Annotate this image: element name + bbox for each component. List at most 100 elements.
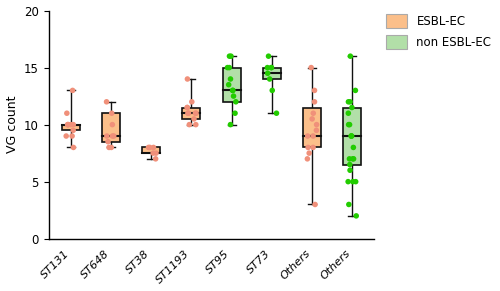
Point (225, 65, 233, 70)
Point (64, 122, 72, 127)
Point (144, 145, 152, 150)
Point (344, 100, 352, 104)
Point (310, 111, 318, 116)
Point (272, 111, 280, 116)
Point (104, 139, 112, 144)
Bar (182, 107, 200, 119)
Point (224, 82, 232, 87)
Point (184, 111, 192, 116)
Point (309, 134, 317, 138)
Point (108, 111, 116, 116)
Point (344, 122, 352, 127)
Bar (102, 113, 120, 142)
Point (231, 111, 239, 116)
Point (226, 122, 234, 127)
Point (264, 65, 272, 70)
Point (346, 54, 354, 58)
Point (349, 157, 357, 161)
Point (227, 54, 235, 58)
Point (226, 54, 234, 58)
Y-axis label: VG count: VG count (6, 96, 18, 153)
Point (68, 134, 76, 138)
Point (192, 111, 200, 116)
Point (348, 134, 356, 138)
Point (190, 117, 198, 121)
Point (347, 134, 355, 138)
Point (108, 134, 116, 138)
Point (108, 145, 116, 150)
Point (64, 122, 72, 127)
Point (63, 111, 71, 116)
Point (68, 88, 76, 93)
Point (108, 122, 116, 127)
Point (264, 54, 272, 58)
Point (268, 88, 276, 93)
Point (348, 105, 356, 110)
Point (232, 100, 240, 104)
Point (152, 151, 160, 155)
Legend: ESBL-EC, non ESBL-EC: ESBL-EC, non ESBL-EC (384, 12, 494, 51)
Point (67, 122, 75, 127)
Point (64, 122, 72, 127)
Point (346, 168, 354, 173)
Bar (303, 107, 321, 148)
Point (62, 134, 70, 138)
Point (264, 71, 272, 76)
Point (352, 88, 360, 93)
Point (348, 134, 356, 138)
Bar (343, 107, 361, 164)
Bar (222, 68, 240, 102)
Point (110, 134, 118, 138)
Point (230, 94, 237, 98)
Bar (62, 125, 80, 130)
Point (305, 151, 313, 155)
Point (310, 100, 318, 104)
Point (69, 128, 77, 133)
Point (352, 214, 360, 218)
Point (346, 122, 354, 127)
Point (183, 105, 191, 110)
Point (304, 157, 312, 161)
Point (349, 179, 357, 184)
Point (105, 145, 113, 150)
Point (226, 77, 234, 81)
Point (344, 111, 352, 116)
Point (186, 122, 194, 127)
Point (304, 134, 312, 138)
Point (350, 145, 358, 150)
Point (228, 88, 236, 93)
Point (344, 179, 352, 184)
Point (192, 111, 200, 116)
Point (307, 65, 315, 70)
Point (70, 145, 78, 150)
Point (188, 100, 196, 104)
Point (345, 202, 353, 207)
Point (184, 111, 192, 116)
Point (312, 128, 320, 133)
Point (346, 100, 354, 104)
Point (149, 151, 157, 155)
Point (103, 134, 111, 138)
Bar (262, 68, 281, 79)
Point (267, 65, 275, 70)
Point (352, 179, 360, 184)
Point (102, 100, 110, 104)
Point (146, 145, 154, 150)
Point (184, 105, 192, 110)
Point (152, 157, 160, 161)
Bar (142, 148, 160, 153)
Point (304, 145, 312, 150)
Point (350, 157, 358, 161)
Point (309, 145, 317, 150)
Point (70, 122, 78, 127)
Point (268, 65, 276, 70)
Point (266, 77, 274, 81)
Point (224, 65, 232, 70)
Point (184, 77, 192, 81)
Point (229, 88, 237, 93)
Point (310, 88, 318, 93)
Point (311, 202, 319, 207)
Point (312, 122, 320, 127)
Point (192, 122, 200, 127)
Point (346, 162, 354, 167)
